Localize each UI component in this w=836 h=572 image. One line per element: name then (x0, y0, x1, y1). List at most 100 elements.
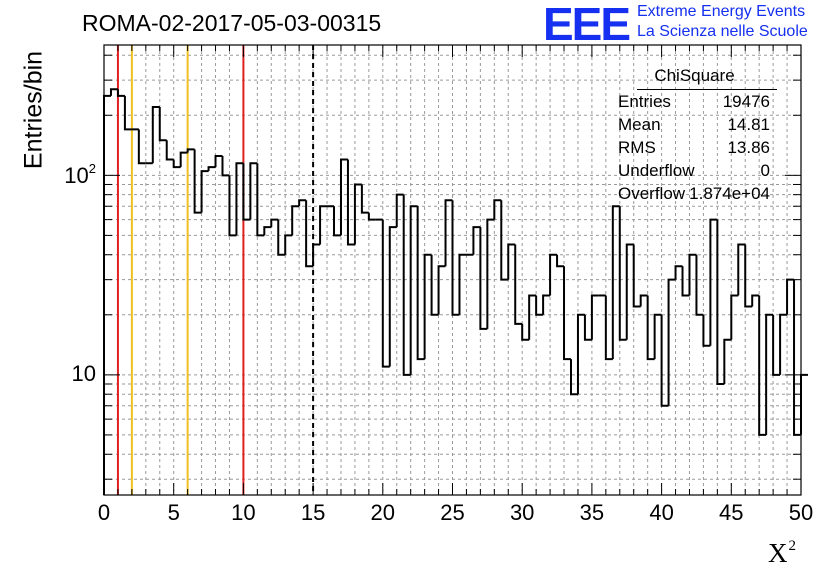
histogram-bin (646, 295, 655, 361)
x-tick-label: 15 (300, 500, 326, 525)
plot-title: ROMA-02-2017-05-03-00315 (82, 10, 382, 36)
x-tick-label: 40 (649, 500, 674, 525)
y-tick-label: 10 (71, 360, 96, 386)
histogram-bin (305, 200, 314, 268)
y-tick-label: 102 (64, 161, 96, 189)
stats-label: Entries (618, 92, 671, 111)
histogram-bin (556, 254, 565, 268)
histogram-bin (151, 106, 160, 164)
histogram-bin (451, 200, 460, 316)
histogram-bin (200, 170, 209, 213)
histogram-bin (535, 295, 544, 316)
histogram-bin (576, 313, 585, 395)
histogram-bin (674, 265, 683, 280)
histogram-bin (618, 206, 627, 341)
histogram-bin (395, 193, 404, 228)
histogram-bin (472, 226, 481, 255)
histogram-bin (116, 89, 125, 97)
stats-row-overflow: Overflow 1.874e+04 (618, 184, 770, 206)
stats-value: 0 (760, 161, 770, 180)
org-subtitle: La Scienza nelle Scuole (637, 23, 808, 40)
histogram-bin (569, 359, 578, 396)
histogram-bin (639, 294, 648, 307)
histogram-bin (611, 205, 620, 360)
histogram-bin (751, 294, 760, 307)
histogram-bin (702, 314, 711, 347)
histogram-bin (333, 206, 341, 237)
stats-value: 19476 (722, 92, 770, 111)
stats-row-rms: RMS 13.86 (618, 138, 770, 160)
histogram-bin (744, 244, 753, 308)
histogram-bin (716, 219, 725, 385)
histogram-bin (479, 227, 488, 330)
histogram-bin (346, 159, 355, 246)
histogram-bin (590, 294, 599, 340)
stats-row-mean: Mean 14.81 (618, 115, 770, 137)
histogram-bin (667, 278, 676, 406)
x-tick-label: 20 (370, 500, 396, 525)
histogram-bin (430, 254, 439, 316)
histogram-bin (765, 313, 774, 435)
stats-row-underflow: Underflow 0 (618, 161, 770, 183)
histogram-bin (353, 183, 362, 245)
histogram-bin (528, 294, 537, 340)
x-tick-label: 25 (440, 500, 465, 525)
x-tick-label: 35 (579, 500, 605, 525)
histogram-bin (381, 219, 390, 368)
histogram-bin (221, 156, 230, 177)
histogram-bin (549, 253, 558, 296)
histogram-bin (800, 373, 808, 435)
stats-title: ChiSquare (654, 66, 735, 85)
histogram-bin (256, 163, 265, 237)
histogram-bin (416, 206, 425, 361)
histogram-bin (444, 199, 453, 267)
histogram-bin (214, 155, 223, 168)
histogram-bin (319, 205, 328, 245)
stats-label: RMS (618, 138, 656, 157)
histogram-bin (263, 226, 272, 236)
x-tick-label: 45 (719, 500, 744, 525)
histogram-bin (235, 162, 244, 236)
histogram-bin (423, 253, 432, 360)
histogram-bin (158, 107, 167, 142)
x-tick-label: 30 (509, 500, 535, 525)
histogram-bin (779, 313, 788, 375)
stats-label: Overflow (618, 184, 686, 203)
histogram-bin (625, 243, 634, 340)
histogram-bin (291, 205, 300, 236)
histogram-bin (172, 159, 181, 169)
histogram-bin (123, 95, 132, 131)
histogram-bin (298, 199, 307, 207)
histogram-bin (437, 265, 446, 315)
histogram-bin (507, 243, 516, 280)
histogram-bin (653, 313, 662, 360)
histogram-bin (458, 253, 467, 315)
histogram-bin (793, 279, 801, 436)
histogram-bin (312, 243, 321, 267)
histogram-bin (660, 314, 669, 407)
histogram-bin (242, 163, 251, 221)
histogram-bin (786, 278, 795, 315)
histogram-bin (500, 200, 509, 281)
histogram-bin (388, 226, 397, 367)
histogram-bin (186, 148, 195, 153)
x-tick-label: 5 (167, 500, 180, 525)
x-tick-label: 0 (97, 500, 111, 525)
histogram-bin (709, 218, 718, 346)
histogram-bin (737, 243, 746, 296)
histogram-bin (542, 294, 551, 315)
histogram-bin (688, 253, 697, 296)
histogram-bin (193, 149, 202, 214)
histogram-bin (165, 140, 174, 161)
stats-label: Underflow (618, 161, 695, 180)
histogram-bin (284, 234, 293, 255)
histogram-bin (207, 166, 216, 172)
histogram-bin (723, 338, 732, 384)
x-axis-label: X2 (768, 538, 796, 568)
eee-logo: EEE (543, 0, 631, 50)
histogram-bin (521, 323, 530, 341)
histogram-bin (758, 295, 767, 436)
histogram-bin (109, 88, 118, 96)
stats-value: 1.874e+04 (689, 184, 770, 203)
